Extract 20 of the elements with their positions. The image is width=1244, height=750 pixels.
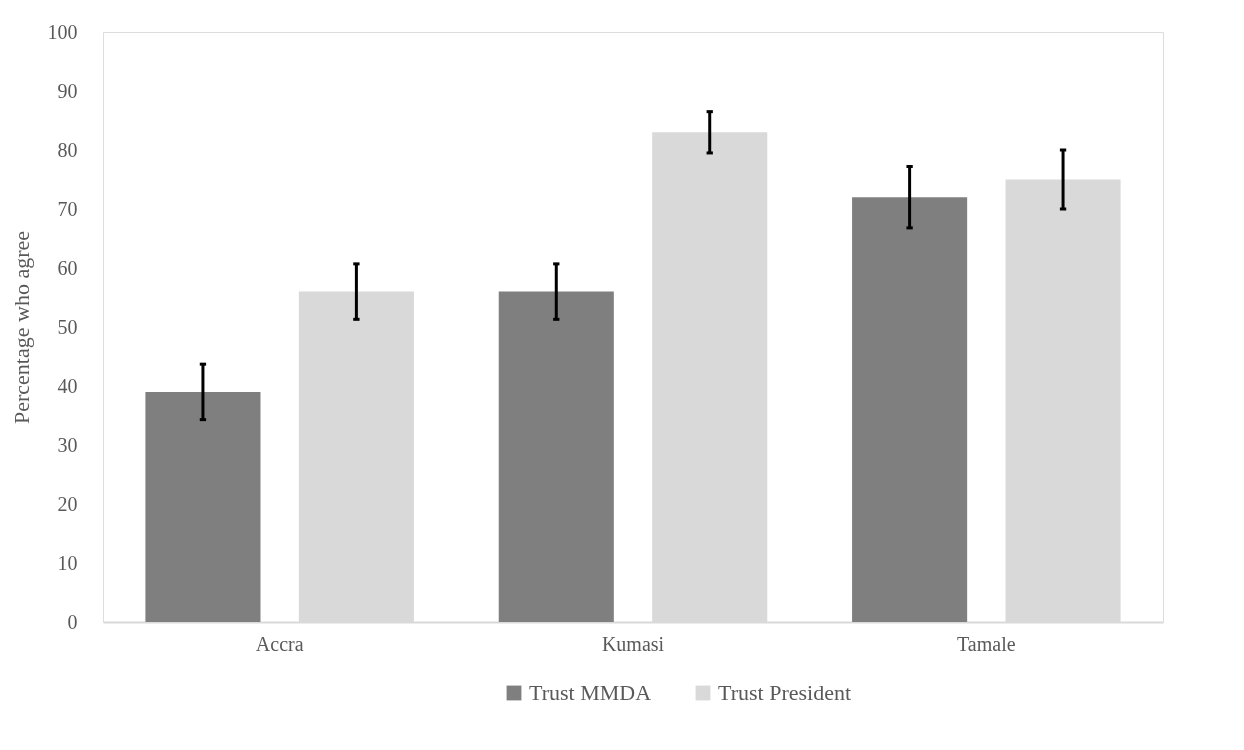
y-tick-label: 70 (57, 197, 78, 220)
bar (498, 291, 614, 622)
y-tick-label: 50 (57, 315, 78, 338)
y-tick-label: 30 (57, 433, 78, 456)
y-tick-label: 90 (57, 79, 78, 102)
y-tick-label: 10 (57, 551, 78, 574)
y-tick-label: 80 (57, 138, 78, 161)
x-tick-label: Tamale (957, 632, 1016, 655)
legend-label: Trust MMDA (529, 680, 652, 705)
y-tick-label: 0 (67, 610, 78, 633)
y-tick-label: 100 (47, 20, 78, 43)
x-tick-label: Accra (255, 632, 304, 655)
y-tick-label: 60 (57, 256, 78, 279)
y-tick-label: 40 (57, 374, 78, 397)
y-axis-title: Percentage who agree (8, 230, 34, 425)
y-tick-label: 20 (57, 492, 78, 515)
bar (145, 391, 261, 622)
legend-label: Trust President (718, 680, 852, 705)
bar (852, 197, 968, 622)
x-tick-label: Kumasi (601, 632, 665, 655)
